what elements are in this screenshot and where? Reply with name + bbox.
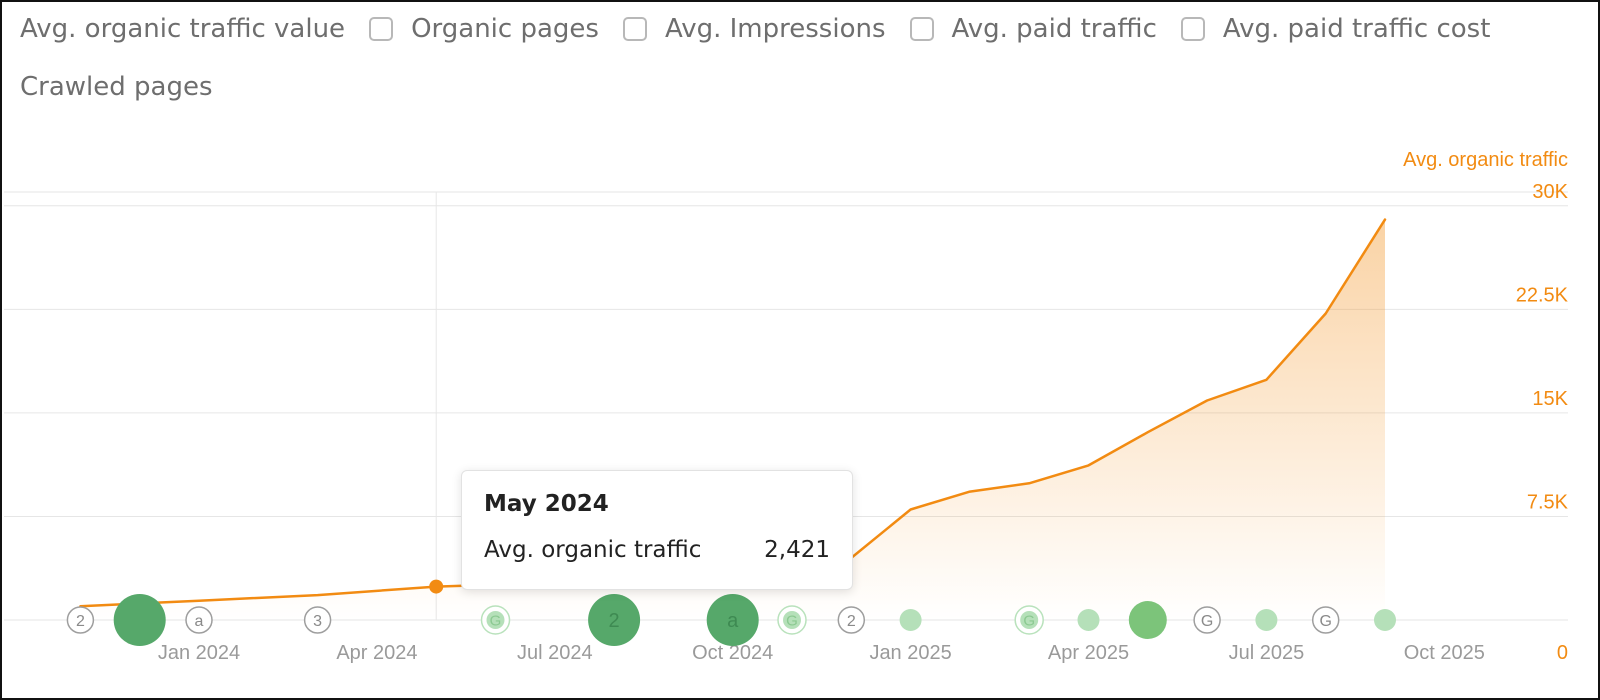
- x-tick-label: Jan 2024: [158, 642, 240, 664]
- toggle-avg-organic-traffic-value[interactable]: Avg. organic traffic value: [20, 14, 345, 44]
- metric-toggles: Avg. organic traffic value Organic pages…: [20, 14, 1588, 102]
- x-tick-label: Oct 2024: [692, 642, 773, 664]
- event-marker: [1193, 606, 1221, 634]
- x-tick-label: Apr 2024: [336, 642, 417, 664]
- toggle-label: Avg. paid traffic: [951, 14, 1157, 44]
- y-axis-title: Avg. organic traffic: [1403, 149, 1568, 171]
- toggle-crawled-pages[interactable]: Crawled pages: [20, 72, 213, 102]
- toggle-avg-impressions[interactable]: Avg. Impressions: [622, 14, 886, 44]
- series-line: [79, 218, 1387, 608]
- avg-paid-traffic-checkbox[interactable]: [909, 17, 934, 41]
- y-tick-label: 0: [1557, 642, 1568, 664]
- event-marker: [303, 606, 332, 634]
- toggle-label: Crawled pages: [20, 72, 213, 102]
- event-marker: [1374, 609, 1396, 631]
- tooltip-title: May 2024: [484, 491, 609, 517]
- x-tick-label: Apr 2025: [1048, 642, 1129, 664]
- event-marker-inner: [783, 611, 801, 629]
- avg-impressions-checkbox[interactable]: [622, 17, 647, 41]
- series-area: [80, 219, 1385, 620]
- toggle-label: Avg. organic traffic value: [20, 14, 346, 44]
- event-marker: [899, 609, 922, 631]
- x-tick-label: Jan 2025: [869, 642, 951, 664]
- x-tick-label: Oct 2025: [1404, 642, 1485, 664]
- toggle-avg-paid-traffic[interactable]: Avg. paid traffic: [909, 14, 1157, 44]
- event-marker-label: G: [1201, 613, 1213, 630]
- avg-paid-traffic-cost-checkbox[interactable]: [1180, 17, 1205, 41]
- highlight-point: [429, 579, 444, 594]
- tooltip-label: Avg. organic traffic: [484, 537, 702, 563]
- event-marker-label: G: [1023, 612, 1035, 629]
- event-marker-label: a: [727, 610, 739, 632]
- event-marker-label: 2: [847, 613, 856, 630]
- x-tick-label: Jul 2025: [1229, 642, 1305, 664]
- event-marker: [837, 606, 866, 634]
- event-marker-inner: [486, 611, 505, 629]
- y-tick-label: 22.5K: [1516, 284, 1569, 306]
- event-marker-label: G: [786, 612, 798, 629]
- event-marker: [185, 606, 213, 634]
- tooltip-value: 2,421: [764, 537, 830, 563]
- event-marker-label: a: [195, 613, 204, 630]
- event-marker-label: 2: [76, 613, 85, 630]
- event-marker: [1077, 609, 1100, 631]
- event-marker: [1311, 606, 1340, 634]
- event-marker: [588, 594, 641, 646]
- event-marker: [113, 594, 166, 646]
- tooltip-row: Avg. organic traffic 2,421: [484, 537, 830, 563]
- toggle-label: Organic pages: [411, 14, 599, 44]
- organic-pages-checkbox[interactable]: [369, 17, 394, 41]
- y-tick-label: 30K: [1532, 181, 1568, 203]
- toggle-label: Avg. paid traffic cost: [1222, 14, 1491, 44]
- event-marker-label: 2: [609, 610, 620, 632]
- toggle-label: Avg. Impressions: [664, 14, 886, 44]
- y-tick-label: 7.5K: [1527, 491, 1569, 513]
- event-marker-inner: [1020, 611, 1039, 629]
- toggle-organic-pages[interactable]: Organic pages: [369, 14, 599, 44]
- event-marker-label: 3: [313, 613, 322, 630]
- event-marker-label: G: [490, 612, 502, 629]
- event-marker: [706, 594, 759, 646]
- event-marker-label: G: [1319, 613, 1331, 630]
- toggle-avg-paid-traffic-cost[interactable]: Avg. paid traffic cost: [1180, 14, 1491, 44]
- event-marker: [1255, 609, 1278, 631]
- event-marker: [1128, 601, 1167, 639]
- event-marker: [66, 606, 95, 634]
- x-tick-label: Jul 2024: [517, 642, 593, 664]
- chart-tooltip: May 2024 Avg. organic traffic 2,421: [461, 470, 853, 590]
- y-tick-label: 15K: [1532, 388, 1568, 410]
